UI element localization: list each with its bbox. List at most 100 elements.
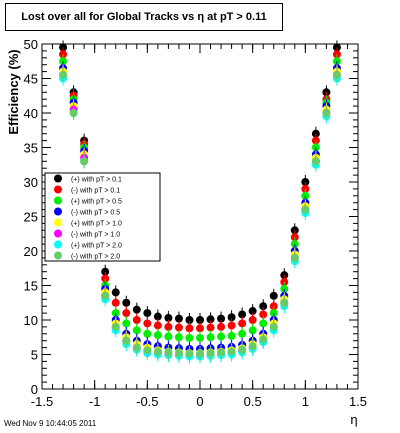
data-point xyxy=(238,310,247,319)
data-point xyxy=(101,291,110,300)
data-point xyxy=(217,314,226,323)
y-tick-label: 15 xyxy=(24,279,38,294)
x-tick-label: 1 xyxy=(302,394,309,409)
data-point xyxy=(153,347,162,356)
x-tick-label: -1 xyxy=(89,394,101,409)
axis-ticks: -1.5 -1 -0.5 0 0.5 1 1.5 0 5 10 15 20 25 30 35 40 45 50 xyxy=(24,37,368,409)
y-tick-label: 40 xyxy=(24,106,38,121)
data-point xyxy=(206,349,215,358)
data-point xyxy=(206,315,215,324)
data-point xyxy=(164,313,173,322)
legend-label: (-) with pT > 2.0 xyxy=(71,254,120,261)
data-point xyxy=(174,333,183,342)
legend-marker xyxy=(54,185,62,194)
data-point xyxy=(196,333,204,342)
data-point xyxy=(259,319,268,328)
data-point xyxy=(132,316,141,324)
data-point xyxy=(122,319,131,328)
data-point xyxy=(122,336,131,345)
x-tick-label: 0 xyxy=(196,394,203,409)
timestamp: Wed Nov 9 10:44:05 2011 xyxy=(4,419,97,428)
data-point xyxy=(143,329,152,338)
data-point xyxy=(185,333,194,342)
legend-marker xyxy=(54,207,62,216)
data-point xyxy=(206,323,215,332)
data-point xyxy=(227,313,236,322)
data-point xyxy=(332,71,341,80)
series-7 xyxy=(59,68,341,361)
data-point xyxy=(311,157,320,166)
y-tick-label: 10 xyxy=(24,313,38,328)
data-point xyxy=(143,346,152,355)
data-point xyxy=(164,322,173,331)
y-tick-label: 35 xyxy=(24,141,38,156)
data-point xyxy=(248,307,257,316)
legend-label: (-) with pT > 0.1 xyxy=(71,188,120,195)
data-point xyxy=(290,253,299,262)
data-point xyxy=(206,333,215,342)
data-point xyxy=(227,321,236,330)
data-point xyxy=(174,323,183,332)
data-point xyxy=(174,349,183,358)
legend-marker xyxy=(54,240,62,249)
data-point xyxy=(153,331,162,340)
data-point xyxy=(164,332,173,341)
data-point xyxy=(217,332,226,341)
legend-label: (+) with pT > 1.0 xyxy=(71,221,122,228)
data-point xyxy=(132,305,141,314)
data-point xyxy=(269,322,278,331)
legend-marker xyxy=(54,174,62,183)
x-tick-label: -0.5 xyxy=(136,394,158,409)
data-point xyxy=(111,288,120,297)
legend-box xyxy=(44,172,161,262)
data-point xyxy=(322,109,331,117)
legend-label: (+) with pT > 0.1 xyxy=(71,177,122,184)
data-point xyxy=(238,345,247,354)
data-point xyxy=(185,316,194,324)
data-point xyxy=(185,349,194,358)
legend: (+) with pT > 0.1 (-) with pT > 0.1 (+) wi… xyxy=(44,172,161,262)
data-point xyxy=(238,329,247,338)
data-point xyxy=(143,319,152,328)
data-markers xyxy=(59,40,341,364)
chart-title: Lost over all for Global Tracks vs η at … xyxy=(5,3,283,31)
data-point xyxy=(143,309,152,318)
x-tick-label: 0.5 xyxy=(244,394,262,409)
data-point xyxy=(122,298,131,307)
data-point xyxy=(217,322,226,331)
data-point xyxy=(196,324,204,333)
y-axis-label: Efficiency (%) xyxy=(6,49,21,134)
data-point xyxy=(227,347,236,356)
data-point xyxy=(280,298,289,307)
data-point xyxy=(301,205,310,214)
legend-label: (+) with pT > 0.5 xyxy=(71,199,122,206)
y-tick-label: 45 xyxy=(24,72,38,87)
x-tick-label: -1.5 xyxy=(31,394,53,409)
data-point xyxy=(185,324,194,333)
y-tick-label: 0 xyxy=(31,382,38,397)
y-tick-label: 5 xyxy=(31,348,38,363)
data-point xyxy=(69,109,78,117)
y-tick-label: 50 xyxy=(24,37,38,52)
data-point xyxy=(217,348,226,357)
data-point xyxy=(248,316,257,324)
data-point xyxy=(248,326,257,335)
data-point xyxy=(132,343,141,352)
y-tick-label: 25 xyxy=(24,210,38,225)
legend-label: (-) with pT > 0.5 xyxy=(71,210,120,217)
legend-label: (-) with pT > 1.0 xyxy=(71,232,120,239)
y-tick-label: 20 xyxy=(24,244,38,259)
data-point xyxy=(196,316,204,324)
data-point xyxy=(80,157,89,166)
data-point xyxy=(174,314,183,323)
data-point xyxy=(259,335,268,344)
data-point xyxy=(227,331,236,340)
legend-marker xyxy=(54,218,62,227)
data-point xyxy=(164,348,173,357)
legend-marker xyxy=(54,251,62,260)
legend-marker xyxy=(54,196,62,205)
x-tick-label: 1.5 xyxy=(349,394,367,409)
data-point xyxy=(238,319,247,328)
data-point xyxy=(259,310,268,319)
